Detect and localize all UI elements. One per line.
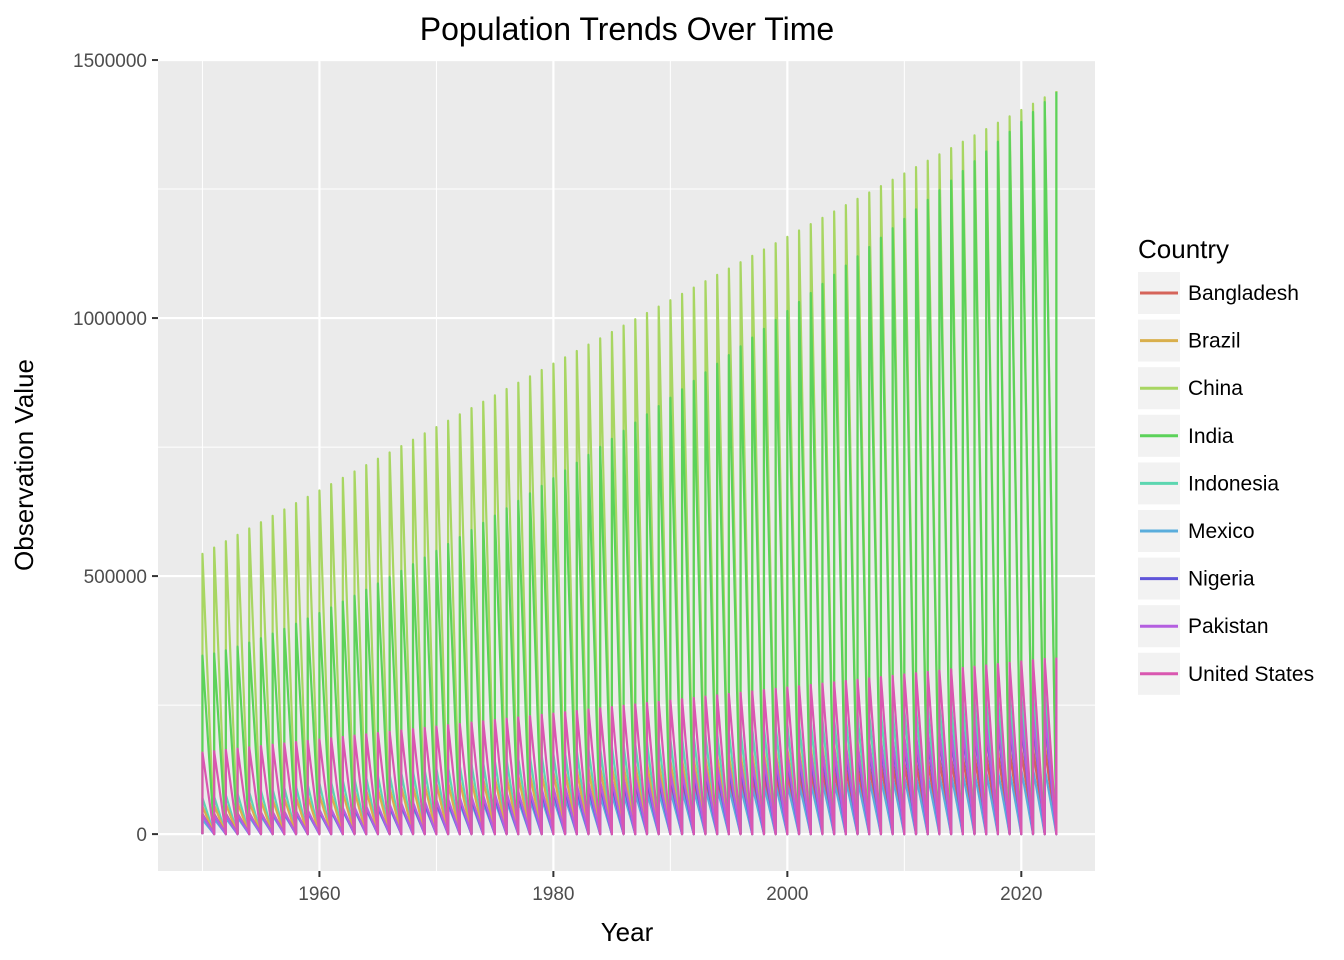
legend-item: Brazil: [1138, 319, 1241, 362]
legend-label: United States: [1188, 663, 1314, 686]
x-tick-label: 2020: [1000, 884, 1042, 905]
y-tick-label: 0: [136, 825, 147, 846]
legend-item: Indonesia: [1138, 462, 1279, 505]
legend-label: Pakistan: [1188, 615, 1269, 638]
x-axis-ticks: 1960 1980 2000 2020: [298, 871, 1042, 905]
legend-item: China: [1138, 367, 1243, 410]
legend-label: China: [1188, 377, 1243, 400]
y-axis-ticks: 0 500000 1000000 1500000: [73, 51, 158, 846]
chart-title: Population Trends Over Time: [420, 11, 834, 47]
legend-label: Indonesia: [1188, 472, 1279, 495]
series-line-india: [201, 92, 1058, 836]
legend-label: Brazil: [1188, 330, 1241, 353]
x-axis-title: Year: [601, 917, 654, 947]
x-tick-label: 1960: [298, 884, 340, 905]
legend: Country Bangladesh Brazil China India Indone…: [1138, 234, 1314, 695]
legend-label: Bangladesh: [1188, 282, 1299, 305]
x-tick-label: 1980: [532, 884, 574, 905]
legend-label: Mexico: [1188, 520, 1255, 543]
series-lines: [201, 90, 1058, 836]
y-tick-label: 1000000: [73, 309, 147, 330]
y-tick-label: 500000: [84, 567, 147, 588]
legend-item: Mexico: [1138, 510, 1255, 552]
legend-item: Nigeria: [1138, 557, 1255, 600]
series-line-united-states: [201, 657, 1058, 836]
y-axis-title: Observation Value: [9, 359, 39, 571]
legend-item: Pakistan: [1138, 605, 1269, 648]
x-tick-label: 2000: [766, 884, 808, 905]
y-tick-label: 1500000: [73, 51, 147, 72]
legend-item: Bangladesh: [1138, 272, 1299, 314]
legend-label: Nigeria: [1188, 568, 1255, 591]
legend-item: India: [1138, 414, 1234, 457]
legend-label: India: [1188, 425, 1234, 448]
legend-title: Country: [1138, 234, 1229, 264]
legend-item: United States: [1138, 652, 1314, 695]
legend-items: Bangladesh Brazil China India Indonesia Mexic…: [1138, 272, 1314, 695]
